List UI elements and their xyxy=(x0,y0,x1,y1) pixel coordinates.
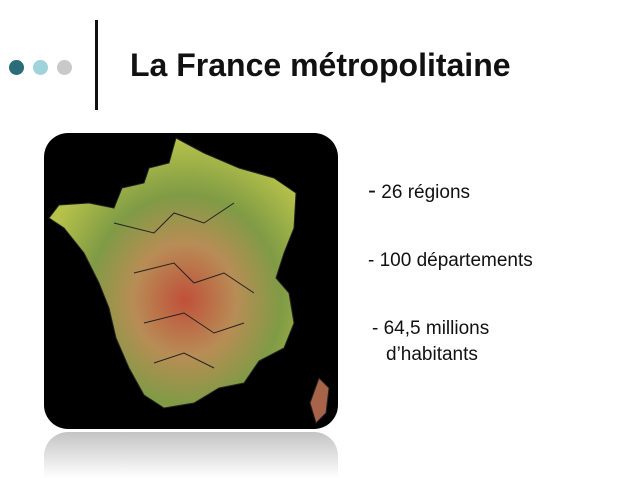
france-map-image xyxy=(44,133,338,429)
bullet-text-line2: d’habitants xyxy=(386,344,478,365)
map-reflection xyxy=(44,432,338,478)
bullet-regions: - 26 régions xyxy=(368,178,470,206)
dot-dark xyxy=(9,60,24,75)
bullet-dash: - xyxy=(368,177,376,204)
bullet-text: 100 départements xyxy=(374,250,533,271)
france-relief-map-icon xyxy=(48,137,330,424)
bullet-text-line1: 64,5 millions xyxy=(378,318,490,339)
slide-title: La France métropolitaine xyxy=(130,47,511,83)
bullet-dash: - xyxy=(368,250,375,271)
bullet-population: - 64,5 millions d’habitants xyxy=(372,316,572,368)
dot-grey xyxy=(57,60,72,75)
bullet-dash: - xyxy=(372,318,379,339)
bullet-departements: - 100 départements xyxy=(368,248,533,274)
dot-light xyxy=(33,60,48,75)
title-divider xyxy=(95,20,98,110)
bullet-text: 26 régions xyxy=(376,182,471,203)
decorative-dots xyxy=(9,60,72,75)
